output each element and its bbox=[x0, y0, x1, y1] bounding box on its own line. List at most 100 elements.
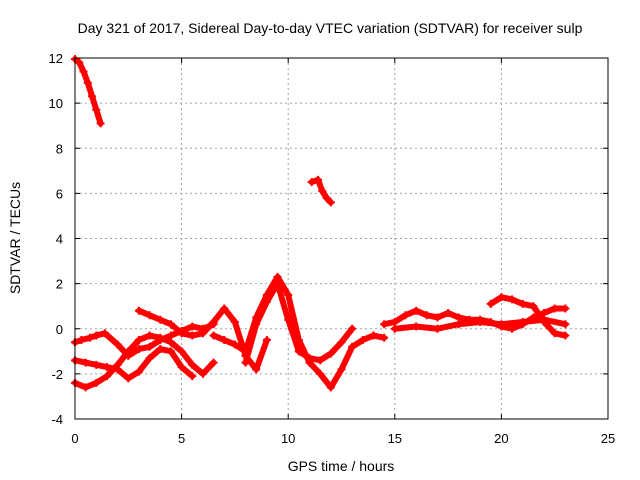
data-point bbox=[220, 336, 229, 345]
series-arc-8 bbox=[241, 279, 357, 367]
x-tick-label: 20 bbox=[494, 431, 508, 446]
data-point bbox=[166, 331, 175, 340]
data-point bbox=[124, 347, 133, 356]
y-tick-label: 6 bbox=[56, 186, 63, 201]
data-point bbox=[476, 317, 485, 326]
data-point bbox=[326, 349, 335, 358]
data-point bbox=[75, 58, 84, 67]
data-point bbox=[380, 333, 389, 342]
series-line bbox=[72, 332, 217, 391]
data-point bbox=[177, 347, 186, 356]
data-point bbox=[307, 178, 316, 187]
data-point bbox=[230, 340, 239, 349]
chart-title: Day 321 of 2017, Sidereal Day-to-day VTE… bbox=[78, 20, 583, 36]
data-point bbox=[444, 308, 453, 317]
data-point bbox=[92, 378, 101, 387]
data-point bbox=[145, 354, 154, 363]
data-point bbox=[209, 331, 218, 340]
data-point bbox=[305, 354, 314, 363]
data-point bbox=[486, 299, 495, 308]
y-axis-ticks: -4 -2 0 2 4 6 8 10 12 bbox=[49, 51, 608, 427]
y-tick-label: 4 bbox=[56, 232, 63, 247]
data-point bbox=[433, 324, 442, 333]
data-point bbox=[550, 329, 559, 338]
data-point bbox=[316, 356, 325, 365]
y-tick-label: 0 bbox=[56, 322, 63, 337]
data-point bbox=[92, 331, 101, 340]
data-point bbox=[81, 383, 90, 392]
data-point bbox=[209, 317, 218, 326]
data-point bbox=[145, 311, 154, 320]
data-point bbox=[166, 338, 175, 347]
data-point bbox=[412, 306, 421, 315]
data-point bbox=[273, 279, 282, 288]
data-point bbox=[390, 317, 399, 326]
data-point bbox=[497, 293, 506, 302]
data-point bbox=[79, 67, 88, 76]
data-point bbox=[454, 320, 463, 329]
data-point bbox=[156, 315, 165, 324]
data-point bbox=[380, 320, 389, 329]
data-point bbox=[318, 187, 327, 196]
data-point bbox=[540, 317, 549, 326]
data-point bbox=[92, 360, 101, 369]
data-point bbox=[134, 306, 143, 315]
data-point bbox=[252, 320, 261, 329]
x-tick-label: 5 bbox=[178, 431, 185, 446]
data-point bbox=[145, 342, 154, 351]
data-point bbox=[337, 365, 346, 374]
data-point bbox=[113, 340, 122, 349]
data-point bbox=[337, 338, 346, 347]
data-point bbox=[88, 92, 97, 101]
data-point bbox=[220, 304, 229, 313]
data-point bbox=[166, 320, 175, 329]
plot-frame bbox=[74, 57, 609, 420]
data-point bbox=[518, 299, 527, 308]
data-point bbox=[134, 345, 143, 354]
data-point bbox=[81, 358, 90, 367]
data-point bbox=[550, 304, 559, 313]
y-tick-label: -2 bbox=[51, 367, 63, 382]
data-point bbox=[124, 374, 133, 383]
data-point bbox=[83, 78, 92, 87]
data-point bbox=[156, 345, 165, 354]
data-point bbox=[284, 290, 293, 299]
data-point bbox=[433, 313, 442, 322]
data-point bbox=[284, 315, 293, 324]
data-point bbox=[401, 311, 410, 320]
data-point bbox=[85, 333, 94, 342]
data-point bbox=[508, 295, 517, 304]
y-tick-label: 8 bbox=[56, 141, 63, 156]
y-tick-label: 12 bbox=[49, 51, 63, 66]
y-tick-label: -4 bbox=[51, 412, 63, 427]
data-point bbox=[188, 331, 197, 340]
series-arc-5 bbox=[71, 345, 197, 383]
data-point bbox=[518, 317, 527, 326]
data-point bbox=[262, 336, 271, 345]
data-point bbox=[561, 320, 570, 329]
data-point bbox=[177, 363, 186, 372]
data-point bbox=[252, 365, 261, 374]
data-point bbox=[166, 347, 175, 356]
series-arc-7 bbox=[209, 272, 389, 392]
data-point bbox=[358, 336, 367, 345]
data-point bbox=[241, 358, 250, 367]
data-point bbox=[134, 336, 143, 345]
series-arc-11 bbox=[486, 293, 570, 340]
data-point bbox=[134, 367, 143, 376]
data-point bbox=[113, 365, 122, 374]
x-axis-ticks: 0 5 10 15 20 25 bbox=[71, 58, 615, 446]
data-point bbox=[209, 358, 218, 367]
x-tick-label: 15 bbox=[388, 431, 402, 446]
data-point bbox=[294, 347, 303, 356]
data-point bbox=[316, 369, 325, 378]
data-point bbox=[314, 175, 323, 184]
x-tick-label: 0 bbox=[71, 431, 78, 446]
data-point bbox=[96, 119, 105, 128]
data-point bbox=[273, 272, 282, 281]
series-arc-10 bbox=[390, 315, 570, 333]
data-point bbox=[322, 193, 331, 202]
data-point bbox=[92, 105, 101, 114]
data-point bbox=[326, 383, 335, 392]
